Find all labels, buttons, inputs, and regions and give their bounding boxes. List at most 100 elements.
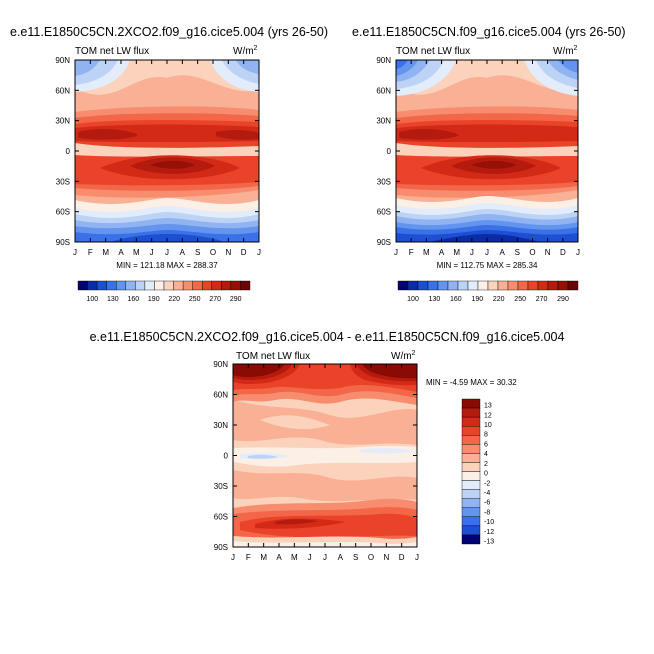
x-tick-label: N xyxy=(383,553,389,562)
colorbar-swatch xyxy=(397,280,409,291)
colorbar-label: -13 xyxy=(484,539,494,546)
y-tick-label: 60N xyxy=(55,86,70,95)
colorbar-swatch xyxy=(240,280,251,291)
colorbar: 13 12 10 8 6 4 2 0 -2 -4 -6 -8 -10 -12 -13 xyxy=(461,398,494,546)
panel-subtitle: TOM net LW flux xyxy=(236,351,310,362)
colorbar-label: -10 xyxy=(484,519,494,526)
contour-band xyxy=(233,364,285,377)
y-tick-label: 30S xyxy=(214,482,228,491)
x-tick-label: D xyxy=(241,248,247,257)
heatmap-field xyxy=(75,60,259,242)
units-label: W/m2 xyxy=(391,350,416,362)
colorbar-label: -4 xyxy=(484,490,490,497)
y-axis: 90N 60N 30N 0 30S 60S 90S xyxy=(213,360,417,552)
colorbar-swatch xyxy=(487,280,499,291)
x-tick-label: S xyxy=(195,248,200,257)
contour-band xyxy=(360,448,414,454)
panel-top-right: e.e11.E1850C5CN.f09_g16.cice5.004 (yrs 2… xyxy=(352,25,626,303)
contour-band xyxy=(396,60,408,69)
colorbar-label: 270 xyxy=(536,296,548,303)
x-tick-label: J xyxy=(231,553,235,562)
y-tick-label: 90S xyxy=(214,543,228,552)
colorbar-swatch xyxy=(125,280,136,291)
colorbar-label: 8 xyxy=(484,432,488,439)
colorbar-swatch xyxy=(461,471,481,481)
x-tick-label: J xyxy=(394,248,398,257)
colorbar-swatch xyxy=(116,280,126,291)
y-tick-label: 90N xyxy=(376,56,391,65)
y-tick-label: 90S xyxy=(377,238,391,247)
colorbar-label: 220 xyxy=(168,296,180,303)
colorbar-swatch xyxy=(211,280,222,291)
y-tick-label: 60S xyxy=(56,208,70,217)
x-tick-label: A xyxy=(499,248,505,257)
colorbar-label: -12 xyxy=(484,529,494,536)
heatmap-field xyxy=(233,364,417,547)
colorbar-label: 12 xyxy=(484,412,492,419)
stats-label: MIN = -4.59 MAX = 30.32 xyxy=(426,378,517,387)
x-tick-label: J xyxy=(308,553,312,562)
x-tick-label: J xyxy=(415,553,419,562)
x-tick-label: F xyxy=(88,248,93,257)
colorbar-swatch xyxy=(461,498,481,508)
contour-band xyxy=(396,143,578,157)
colorbar-swatch xyxy=(461,489,481,499)
colorbar-swatch xyxy=(461,462,481,472)
y-tick-label: 0 xyxy=(387,147,392,156)
colorbar-swatch xyxy=(96,280,107,291)
panel-title: e.e11.E1850C5CN.f09_g16.cice5.004 (yrs 2… xyxy=(352,25,626,39)
panel-subtitle: TOM net LW flux xyxy=(75,46,149,57)
panel-title: e.e11.E1850C5CN.2XCO2.f09_g16.cice5.004 … xyxy=(90,330,565,344)
x-tick-label: O xyxy=(529,248,535,257)
y-tick-label: 90N xyxy=(55,56,70,65)
panel-subtitle: TOM net LW flux xyxy=(396,46,470,57)
colorbar-swatch xyxy=(497,280,509,291)
colorbar-swatch xyxy=(230,280,241,291)
x-tick-label: M xyxy=(453,248,460,257)
colorbar-swatch xyxy=(461,416,481,427)
heatmap-field xyxy=(396,60,578,242)
y-tick-label: 30N xyxy=(213,421,228,430)
x-tick-label: M xyxy=(423,248,430,257)
y-tick-label: 30N xyxy=(55,117,70,126)
colorbar-label: 13 xyxy=(484,403,492,410)
contour-band xyxy=(216,130,259,140)
colorbar-swatch xyxy=(461,425,481,436)
colorbar-swatch xyxy=(437,280,449,291)
contour-band xyxy=(471,160,516,169)
y-tick-label: 60S xyxy=(377,208,391,217)
y-tick-label: 30S xyxy=(377,177,391,186)
x-tick-label: J xyxy=(165,248,169,257)
colorbar-swatch xyxy=(477,280,489,291)
x-tick-label: N xyxy=(545,248,551,257)
colorbar-swatch xyxy=(457,280,469,291)
colorbar-swatch xyxy=(547,280,559,291)
x-tick-label: J xyxy=(73,248,77,257)
x-tick-label: N xyxy=(225,248,231,257)
contour-band xyxy=(399,128,459,140)
contour-band xyxy=(233,470,417,502)
x-tick-label: A xyxy=(118,248,124,257)
colorbar-label: 250 xyxy=(514,296,526,303)
colorbar-swatch xyxy=(461,507,481,518)
y-axis: 90N 60N 30N 0 30S 60S 90S xyxy=(376,56,578,247)
contour-band xyxy=(248,454,278,459)
colorbar-swatch xyxy=(202,280,212,291)
colorbar-label: -6 xyxy=(484,500,490,507)
x-tick-label: A xyxy=(439,248,445,257)
colorbar-swatch xyxy=(461,453,481,463)
colorbar-swatch xyxy=(77,280,88,291)
colorbar-label: 6 xyxy=(484,441,488,448)
contour-band xyxy=(75,143,259,157)
colorbar-label: 130 xyxy=(429,296,441,303)
colorbar-label: 190 xyxy=(471,296,483,303)
panel-top-left: e.e11.E1850C5CN.2XCO2.f09_g16.cice5.004 … xyxy=(10,25,328,303)
colorbar-swatch xyxy=(467,280,479,291)
x-tick-label: M xyxy=(102,248,109,257)
x-tick-label: O xyxy=(368,553,374,562)
colorbar-label: 100 xyxy=(407,296,419,303)
colorbar-swatch xyxy=(427,280,439,291)
colorbar-label: 290 xyxy=(557,296,569,303)
colorbar-swatch xyxy=(447,280,459,291)
